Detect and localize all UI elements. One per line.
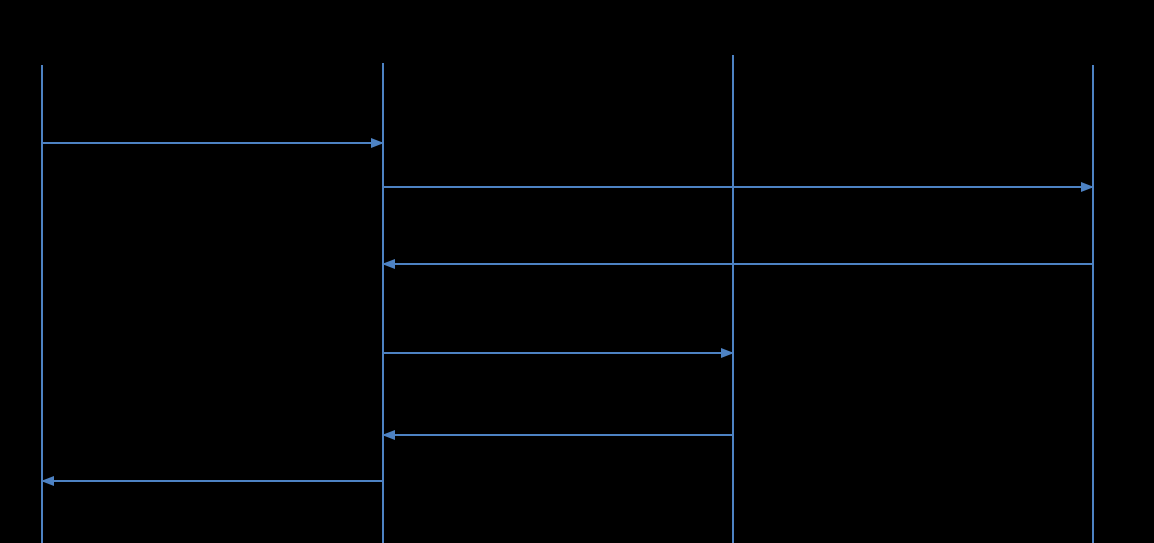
message-line [383,186,1093,188]
arrow-right-icon [371,138,384,148]
message-arrow-4 [383,348,734,358]
message-arrow-6 [41,476,383,486]
message-line [383,434,733,436]
message-line [383,263,1093,265]
lifeline-2 [382,63,384,543]
message-arrow-2 [383,182,1094,192]
arrow-left-icon [382,259,395,269]
message-arrow-3 [382,259,1093,269]
arrow-left-icon [41,476,54,486]
arrow-right-icon [1081,182,1094,192]
arrow-left-icon [382,430,395,440]
lifeline-3 [732,55,734,543]
message-arrow-1 [42,138,384,148]
lifeline-4 [1092,65,1094,543]
message-line [42,142,383,144]
arrow-right-icon [721,348,734,358]
message-arrow-5 [382,430,733,440]
message-line [42,480,383,482]
lifeline-1 [41,65,43,543]
message-line [383,352,733,354]
